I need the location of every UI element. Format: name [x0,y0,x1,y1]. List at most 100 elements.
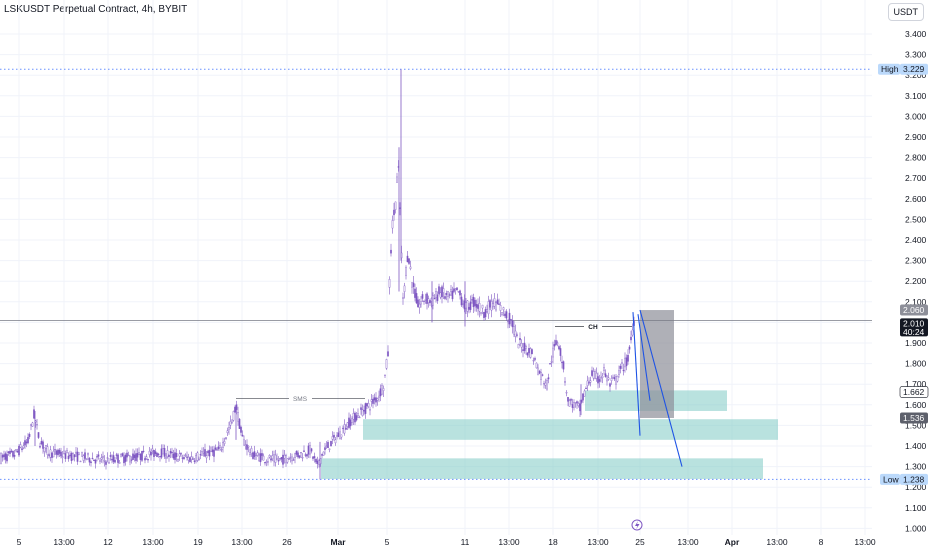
x-tick-label: 13:00 [498,537,520,547]
projection-line [632,312,641,436]
candle-body [253,451,256,457]
candle-body [21,448,23,451]
x-tick-label: 8 [819,537,824,547]
candle-body [517,344,520,349]
candle-body [435,291,437,298]
candle-body [171,451,173,454]
candle-body [127,454,130,457]
candle-body [187,456,190,461]
candle-body [13,454,16,457]
candle-body [157,453,160,456]
candle-body [274,454,277,463]
candle-body [534,358,536,360]
lightning-icon [631,519,643,531]
candle-body [324,447,326,450]
candle-body [567,396,569,402]
candle-body [468,306,470,310]
candle-body [421,294,424,299]
candle-body [366,403,368,407]
time-axis[interactable]: 5 13:00 12 13:00 19 13:00 26 Mar 5 11 13:00 18 13:00… [17,537,876,547]
candle-body [409,266,412,269]
candle-body [427,298,430,304]
x-tick-label: 11 [461,537,470,547]
candle-body [273,454,275,462]
y-tick-label: 3.000 [905,111,927,121]
candle-body [417,299,419,308]
price-axis[interactable]: 1.000 1.100 1.200 1.300 1.400 1.500 1.600 1.700… [905,29,927,533]
candle-body [496,299,499,305]
candle-body [604,373,607,377]
demand-zones [321,390,778,479]
candle-body [348,417,350,428]
candle-body [631,329,634,336]
candle-body [589,380,592,383]
candle-body [619,365,622,369]
candle-body [183,457,185,459]
candle-body [445,293,448,295]
candle-body [294,453,296,459]
candle-body [168,454,170,457]
candle-body [49,449,52,458]
candle-body [132,453,134,460]
candle-body [186,456,188,458]
candle-body [456,287,458,291]
candle-body [144,458,146,461]
candle-body [321,454,323,456]
level-lines [0,68,872,480]
candle-body [486,309,488,312]
y-tick-label: 2.900 [905,132,927,142]
candle-body [576,401,578,404]
candle-body [39,446,41,448]
candle-body [336,435,338,437]
candle-body [577,403,580,406]
candle-body [565,392,568,394]
candle-body [130,459,133,461]
candle-body [630,336,632,341]
candle-body [382,388,385,391]
candle-body [453,288,455,292]
candle-body [207,450,209,454]
candle-body [381,385,383,395]
candle-body [507,320,509,323]
candle-body [0,453,2,464]
candle-body [498,303,500,305]
candle-body [544,382,547,386]
currency-button[interactable]: USDT [887,3,924,21]
candle-body [568,400,571,407]
candle-body [304,454,307,456]
level-b-value-bg [900,412,928,424]
candle-body [223,441,226,444]
candle-body [418,303,421,308]
candle-body [64,453,67,459]
candle-body [276,458,278,460]
candle-body [394,201,397,210]
candle-body [94,459,97,464]
level-a-value: 1.662 [903,387,925,397]
candle-body [586,380,589,387]
candle-body [591,370,593,376]
candle-body [625,357,628,367]
candle-body [198,458,200,461]
candle-body [615,376,617,385]
candle-body [351,418,353,423]
high-label: High [881,64,899,74]
candle-body [469,301,472,310]
candle-body [106,457,109,459]
candle-body [495,302,497,311]
candle-body [112,455,115,462]
candle-body [315,458,317,463]
y-tick-label: 2.200 [905,276,927,286]
candle-body [537,367,539,375]
candle-body [261,453,263,456]
candle-body [528,348,530,354]
candle-body [54,449,56,451]
candle-body [189,457,191,463]
candle-body [583,390,586,397]
x-tick-label: 13:00 [677,537,699,547]
candle-body [24,440,26,446]
candle-body [595,372,598,379]
low-label: Low [883,474,899,484]
candle-body [204,449,206,457]
candle-body [571,404,574,408]
